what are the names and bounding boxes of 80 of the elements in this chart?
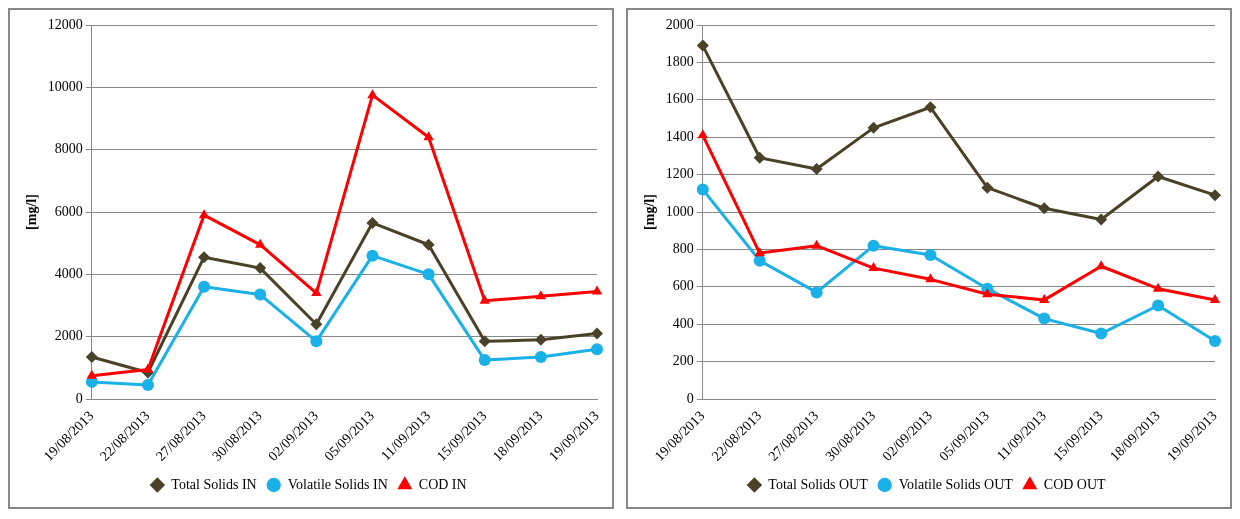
point — [754, 247, 765, 257]
point — [422, 238, 435, 251]
point — [696, 183, 709, 196]
point — [1038, 202, 1051, 215]
point — [697, 129, 708, 139]
point — [1152, 170, 1165, 183]
point — [422, 268, 435, 281]
point — [310, 318, 323, 331]
point — [810, 286, 823, 299]
point — [534, 350, 547, 363]
point — [198, 251, 211, 264]
point — [142, 363, 154, 373]
y-tick-label: 800 — [672, 241, 694, 257]
y-tick-label: 0 — [686, 390, 694, 406]
point — [867, 121, 880, 134]
point — [753, 151, 766, 164]
point — [696, 39, 709, 52]
y-axis-title: [mg/l] — [642, 194, 658, 230]
y-tick-label: 600 — [672, 278, 694, 294]
point — [535, 290, 547, 300]
point — [925, 273, 936, 283]
point — [1039, 293, 1050, 303]
point — [1038, 312, 1051, 325]
legend-label: Volatile Solids OUT — [898, 476, 1014, 492]
point — [867, 239, 880, 252]
point — [478, 354, 491, 367]
point — [311, 287, 322, 297]
point — [810, 163, 823, 175]
y-tick-label: 6000 — [54, 203, 83, 219]
legend-label: Volatile Solids IN — [287, 476, 388, 492]
y-tick-label: 200 — [672, 353, 694, 369]
point — [1152, 299, 1165, 312]
point — [591, 327, 603, 340]
point — [423, 131, 434, 141]
point — [198, 280, 211, 293]
y-tick-label: 10000 — [47, 79, 83, 95]
point — [1209, 189, 1221, 202]
y-tick-label: 12000 — [47, 16, 83, 32]
point — [1152, 282, 1164, 292]
point — [1095, 260, 1107, 270]
legend-label: Total Solids OUT — [768, 476, 869, 492]
y-tick-label: 400 — [672, 315, 694, 331]
point — [981, 181, 994, 194]
point — [591, 343, 603, 356]
y-tick-label: 8000 — [54, 141, 83, 157]
point — [924, 101, 937, 114]
point — [141, 379, 154, 391]
point — [1095, 213, 1108, 226]
point — [255, 238, 266, 248]
y-tick-label: 1400 — [665, 128, 694, 144]
point — [982, 288, 993, 298]
point — [534, 333, 547, 346]
y-tick-label: 2000 — [665, 16, 694, 32]
point — [85, 350, 98, 363]
y-tick-label: 1200 — [665, 166, 694, 182]
point — [254, 288, 267, 301]
legend-label: COD OUT — [1043, 476, 1107, 492]
y-tick-label: 2000 — [54, 328, 83, 344]
point — [367, 89, 378, 99]
point — [310, 335, 323, 348]
point — [479, 294, 490, 304]
y-axis-title: [mg/l] — [24, 194, 40, 230]
point — [924, 249, 937, 262]
y-tick-label: 0 — [75, 390, 83, 406]
point — [478, 335, 491, 348]
y-tick-label: 1000 — [665, 203, 694, 219]
point — [86, 369, 97, 379]
point — [254, 262, 267, 275]
point — [1209, 335, 1221, 348]
y-tick-label: 1800 — [665, 54, 694, 70]
point — [366, 249, 379, 262]
legend-label: COD IN — [418, 476, 467, 492]
point — [366, 216, 379, 229]
legend-label: Total Solids IN — [171, 476, 257, 492]
point — [868, 262, 879, 272]
point — [1209, 293, 1221, 303]
point — [1095, 327, 1108, 340]
y-tick-label: 1600 — [665, 91, 694, 107]
y-tick-label: 4000 — [54, 266, 83, 282]
point — [811, 239, 822, 249]
